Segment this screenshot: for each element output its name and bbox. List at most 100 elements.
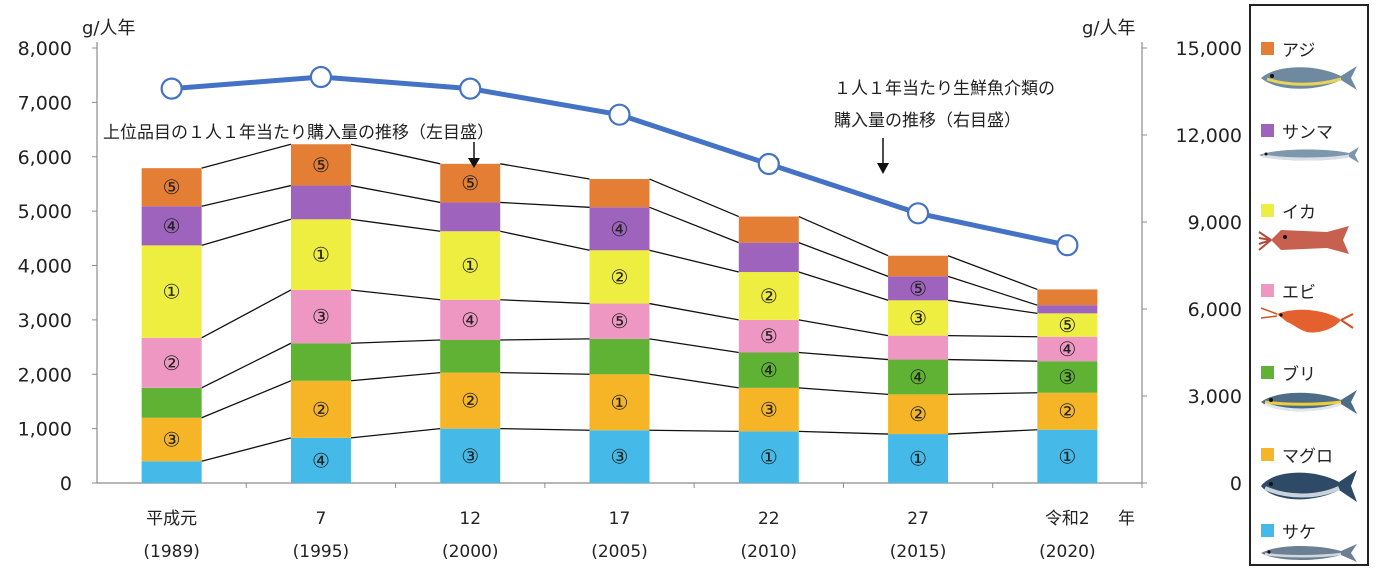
legend-item-sake: サケ (1251, 518, 1367, 564)
annotation-left-arrow (468, 142, 480, 168)
legend-item-sanma: サンマ (1251, 118, 1367, 168)
bar-rank-label: ⑤ (312, 153, 330, 177)
bar-segment (290, 185, 351, 220)
horse-mackerel-icon (1261, 66, 1357, 90)
x-axis-category-label: 平成元 (146, 509, 197, 529)
bar-segment (1037, 313, 1098, 337)
bar-segment (888, 255, 949, 277)
x-axis-year-label: (1989) (143, 542, 200, 562)
bar-connector-line (948, 334, 1038, 338)
x-axis-category-label: 22 (758, 509, 780, 529)
bar-rank-label: ② (312, 397, 330, 421)
line-layer (160, 65, 1079, 257)
bar-connector-line (649, 178, 740, 218)
bar-segment (589, 338, 650, 375)
x-axis-year-label: (2010) (741, 542, 798, 562)
legend-swatch-ika (1261, 203, 1274, 217)
bar-rank-label: ② (1058, 399, 1076, 423)
bar-connector-line (500, 338, 590, 341)
trend-line-marker (309, 65, 333, 89)
bar-segment (141, 168, 202, 207)
bar-segment (440, 339, 501, 373)
bar-segment (738, 272, 799, 320)
bar-segment (888, 335, 949, 360)
bar-segment (290, 219, 351, 290)
x-axis-category-label: 27 (907, 509, 929, 529)
left-axis-tick-label: 2,000 (18, 364, 72, 386)
bar-segment (888, 276, 949, 301)
labels-layer: 0 1,000 2,000 3,000 4,000 5,000 6,000 7,000 8,00… (18, 38, 1242, 562)
left-axis-tick-label: 8,000 (18, 38, 72, 60)
bar-rank-label: ⑤ (1058, 313, 1076, 337)
bar-segment (589, 207, 650, 251)
legend-item-ika: イカ (1251, 198, 1367, 258)
bar-rank-label: ② (611, 265, 629, 289)
bar-rank-label: ③ (163, 428, 181, 452)
x-axis-category-label: 7 (316, 509, 327, 529)
bar-connector-line (947, 299, 1038, 314)
bar-segment (888, 359, 949, 395)
yellowtail-icon (1261, 390, 1357, 414)
bar-segment (1037, 392, 1098, 430)
bar-connector-line (500, 201, 590, 208)
bar-connector-line (948, 358, 1038, 362)
bar-connector-line (500, 163, 590, 180)
bar-segment (738, 387, 799, 432)
bar-rank-label: ① (461, 254, 479, 278)
bar-segment (440, 163, 501, 203)
bar-segment (738, 216, 799, 243)
x-axis-year-label: (1995) (293, 542, 350, 562)
bar-connector-line (948, 392, 1038, 396)
bar-rank-label: ② (163, 351, 181, 375)
legend-item-aji: アジ (1251, 36, 1367, 96)
bar-rank-label: ③ (312, 305, 330, 329)
bar-connector-line (947, 275, 1038, 306)
right-axis-unit: g/人年 (1082, 18, 1136, 39)
bar-segment (738, 242, 799, 273)
bar-rank-label: ④ (760, 358, 778, 382)
bar-connector-line (350, 184, 441, 204)
x-axis-year-label: (2005) (591, 542, 648, 562)
legend-swatch-buri (1261, 365, 1274, 379)
bar-segment (440, 202, 501, 232)
bar-connector-line (948, 429, 1038, 435)
bar-connector-line (500, 230, 590, 251)
bar-segment (141, 417, 202, 462)
left-axis-tick-label: 1,000 (18, 419, 72, 441)
connector-lines (201, 143, 1038, 462)
bar-connector-line (798, 215, 889, 257)
bar-segment (141, 387, 202, 418)
bar-rank-label: ③ (611, 445, 629, 469)
bar-connector-line (798, 430, 889, 435)
bar-rank-label: ① (163, 280, 181, 304)
legend-swatch-sanma (1261, 123, 1274, 137)
legend-label-sake: サケ (1282, 522, 1316, 543)
bar-segment (888, 300, 949, 336)
trend-line-marker (906, 202, 930, 225)
bar-connector-line (649, 373, 739, 389)
left-axis-tick-label: 7,000 (18, 92, 72, 114)
bar-connector-line (947, 255, 1038, 291)
legend-item-maguro: マグロ (1251, 442, 1367, 506)
bar-segment (589, 179, 650, 208)
legend-item-ebi: エビ (1251, 278, 1367, 338)
bar-segment (1037, 361, 1098, 393)
bar-segment (738, 319, 799, 353)
bar-segment (738, 431, 799, 483)
salmon-icon (1261, 544, 1357, 562)
bar-segment (290, 437, 351, 483)
bar-connector-line (798, 351, 889, 361)
bar-segment (738, 352, 799, 388)
bar-rank-label: ⑤ (461, 171, 479, 195)
bar-rank-label: ① (909, 447, 927, 471)
annotation-right-arrow (877, 138, 889, 174)
bar-rank-label: ⑤ (909, 276, 927, 300)
bar-rank-label: ① (611, 390, 629, 414)
bar-rank-label: ② (461, 389, 479, 413)
bar-segment (440, 231, 501, 300)
legend-label-ika: イカ (1282, 202, 1316, 223)
left-axis-unit: g/人年 (82, 18, 136, 39)
bar-connector-line (350, 427, 441, 439)
bar-segment (141, 206, 202, 246)
x-axis-category-label: 17 (609, 509, 631, 529)
